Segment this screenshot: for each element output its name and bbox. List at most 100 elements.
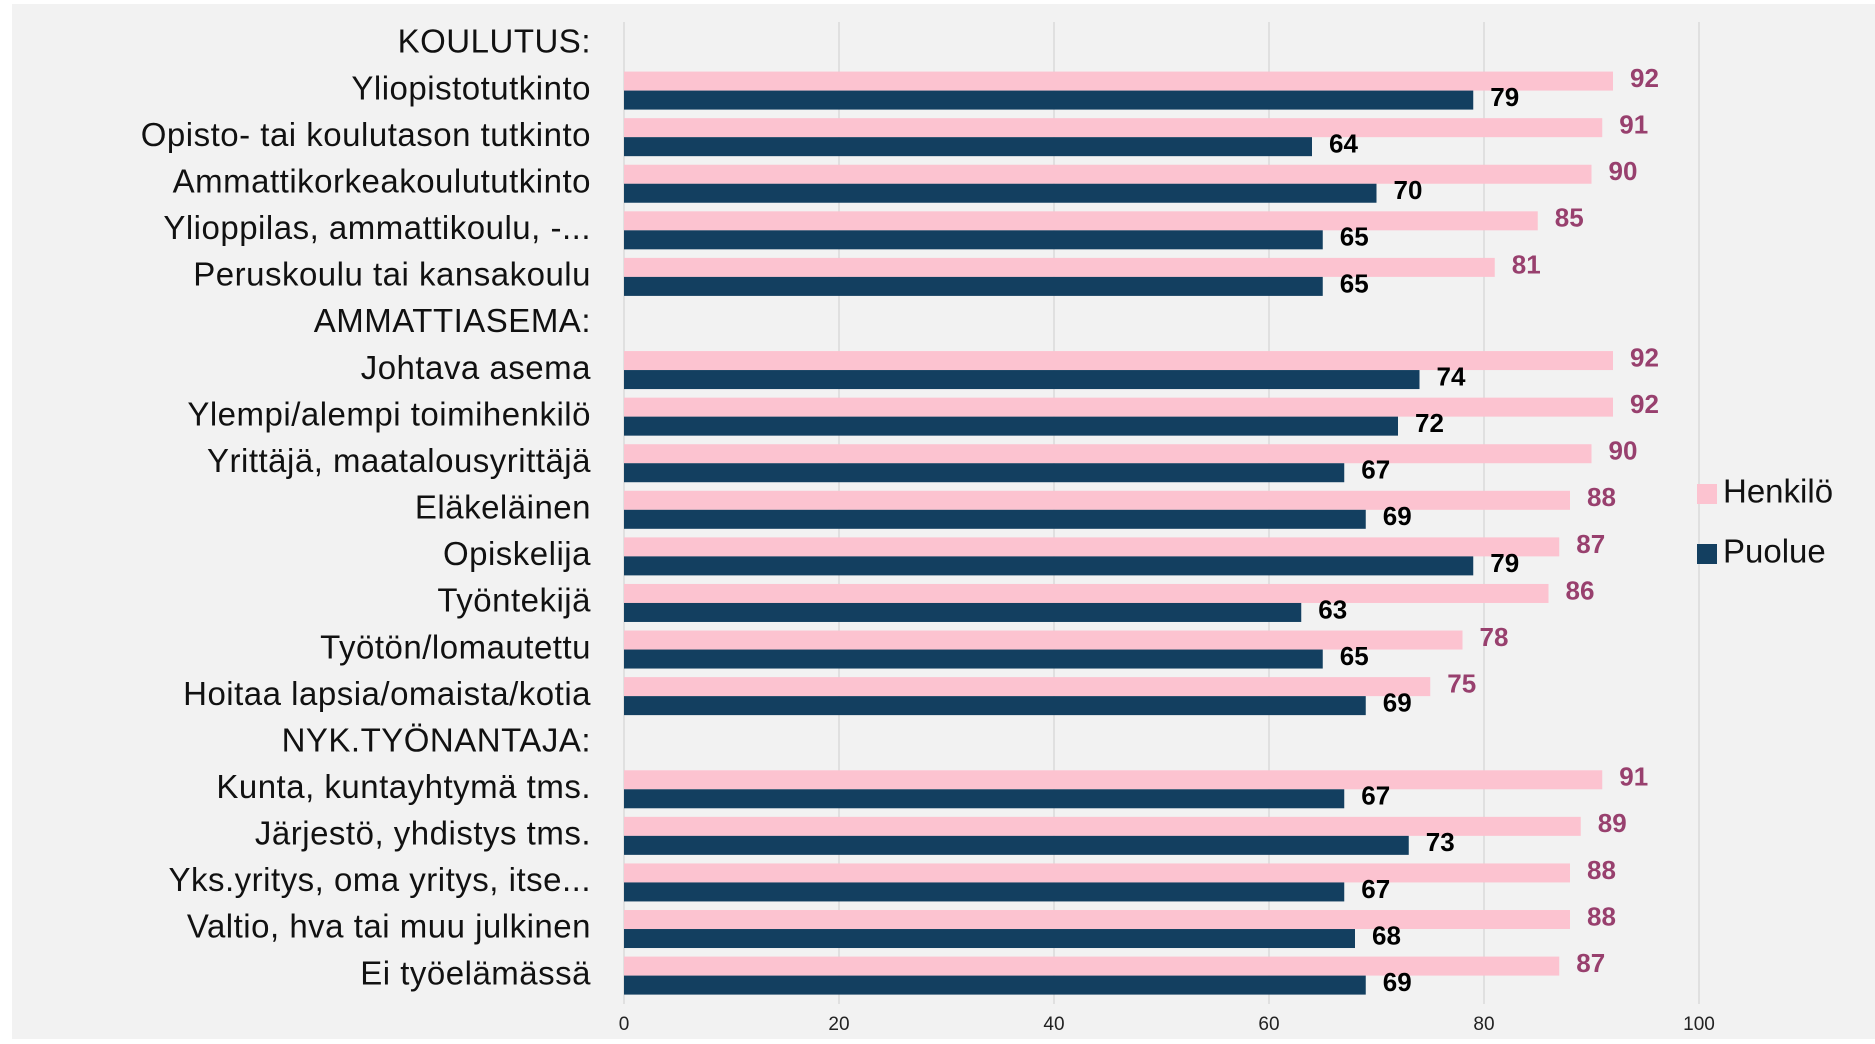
bar xyxy=(624,556,1474,576)
value-label: 79 xyxy=(1490,548,1519,578)
value-label: 67 xyxy=(1361,874,1390,904)
value-label: 88 xyxy=(1587,855,1616,885)
bar xyxy=(624,602,1302,622)
bar xyxy=(624,630,1463,650)
bar xyxy=(624,416,1398,436)
value-label: 75 xyxy=(1447,668,1476,698)
y-tick-label: Ylempi/alempi toimihenkilö xyxy=(187,395,591,432)
value-label: 64 xyxy=(1329,129,1358,159)
bar xyxy=(624,164,1592,184)
value-label: 65 xyxy=(1340,641,1369,671)
value-label: 92 xyxy=(1630,389,1659,419)
bar xyxy=(624,118,1603,138)
y-tick-label: Peruskoulu tai kansakoulu xyxy=(193,256,591,293)
bar xyxy=(624,490,1570,510)
value-label: 69 xyxy=(1383,501,1412,531)
y-tick-label: Työtön/lomautettu xyxy=(320,628,591,665)
value-label: 89 xyxy=(1598,808,1627,838)
bar xyxy=(624,910,1570,930)
bar xyxy=(624,211,1538,231)
value-label: 86 xyxy=(1566,575,1595,605)
bar xyxy=(624,257,1495,277)
bar xyxy=(624,444,1592,464)
value-label: 90 xyxy=(1609,156,1638,186)
value-label: 69 xyxy=(1383,967,1412,997)
value-label: 91 xyxy=(1619,762,1648,792)
bar xyxy=(624,509,1366,529)
y-tick-label: Kunta, kuntayhtymä tms. xyxy=(216,768,591,805)
bar xyxy=(624,789,1345,809)
y-tick-label: KOULUTUS: xyxy=(398,23,591,60)
value-label: 67 xyxy=(1361,455,1390,485)
y-tick-label: NYK.TYÖNANTAJA: xyxy=(282,721,591,758)
value-label: 85 xyxy=(1555,203,1584,233)
y-tick-label: Ei työelämässä xyxy=(360,954,591,991)
x-tick-label: 100 xyxy=(1683,1014,1715,1035)
value-label: 68 xyxy=(1372,920,1401,950)
bar xyxy=(624,137,1312,157)
bar xyxy=(624,397,1613,417)
value-label: 65 xyxy=(1340,222,1369,252)
x-tick-label: 40 xyxy=(1043,1014,1064,1035)
bar xyxy=(624,183,1377,203)
bar xyxy=(624,276,1323,296)
value-label: 72 xyxy=(1415,408,1444,438)
x-tick-label: 80 xyxy=(1473,1014,1494,1035)
y-tick-label: Yliopistotutkinto xyxy=(351,69,591,106)
y-tick-label: Opisto- tai koulutason tutkinto xyxy=(141,116,591,153)
bar xyxy=(624,835,1409,855)
value-label: 67 xyxy=(1361,781,1390,811)
bar xyxy=(624,696,1366,716)
y-tick-label: Hoitaa lapsia/omaista/kotia xyxy=(183,675,591,712)
bar xyxy=(624,71,1613,91)
y-tick-label: Ammattikorkeakoulututkinto xyxy=(173,162,591,199)
bar xyxy=(624,537,1560,557)
value-label: 92 xyxy=(1630,63,1659,93)
value-label: 87 xyxy=(1576,529,1605,559)
value-label: 78 xyxy=(1480,622,1509,652)
bar xyxy=(624,583,1549,603)
value-label: 81 xyxy=(1512,249,1541,279)
x-tick-label: 60 xyxy=(1258,1014,1279,1035)
y-tick-label: Yks.yritys, oma yritys, itse... xyxy=(168,861,591,898)
value-label: 65 xyxy=(1340,268,1369,298)
bar xyxy=(624,816,1581,836)
legend-label: Puolue xyxy=(1723,533,1826,570)
y-tick-label: Työntekijä xyxy=(437,582,591,619)
y-tick-label: Ylioppilas, ammattikoulu, -... xyxy=(163,209,591,246)
y-tick-label: Johtava asema xyxy=(361,349,591,386)
legend-swatch xyxy=(1697,544,1717,564)
value-label: 91 xyxy=(1619,110,1648,140)
y-tick-label: Opiskelija xyxy=(443,535,591,572)
bar xyxy=(624,677,1431,697)
bar xyxy=(624,956,1560,976)
value-label: 63 xyxy=(1318,594,1347,624)
value-label: 90 xyxy=(1609,436,1638,466)
value-label: 79 xyxy=(1490,82,1519,112)
bar xyxy=(624,463,1345,483)
bar xyxy=(624,863,1570,883)
legend-swatch xyxy=(1697,484,1717,504)
bar xyxy=(624,351,1613,371)
value-label: 88 xyxy=(1587,482,1616,512)
bar xyxy=(624,929,1355,949)
legend-label: Henkilö xyxy=(1723,473,1833,510)
bar xyxy=(624,90,1474,110)
y-tick-label: Eläkeläinen xyxy=(415,489,591,526)
value-label: 92 xyxy=(1630,342,1659,372)
x-tick-label: 20 xyxy=(828,1014,849,1035)
y-tick-label: Järjestö, yhdistys tms. xyxy=(255,815,591,852)
bar xyxy=(624,370,1420,390)
y-tick-label: Yrittäjä, maatalousyrittäjä xyxy=(207,442,591,479)
value-label: 88 xyxy=(1587,901,1616,931)
bar xyxy=(624,975,1366,995)
bar xyxy=(624,230,1323,250)
value-label: 73 xyxy=(1426,827,1455,857)
bar xyxy=(624,770,1603,790)
bar xyxy=(624,649,1323,669)
value-label: 74 xyxy=(1437,361,1466,391)
bar xyxy=(624,882,1345,902)
x-tick-label: 0 xyxy=(619,1014,630,1035)
value-label: 87 xyxy=(1576,948,1605,978)
